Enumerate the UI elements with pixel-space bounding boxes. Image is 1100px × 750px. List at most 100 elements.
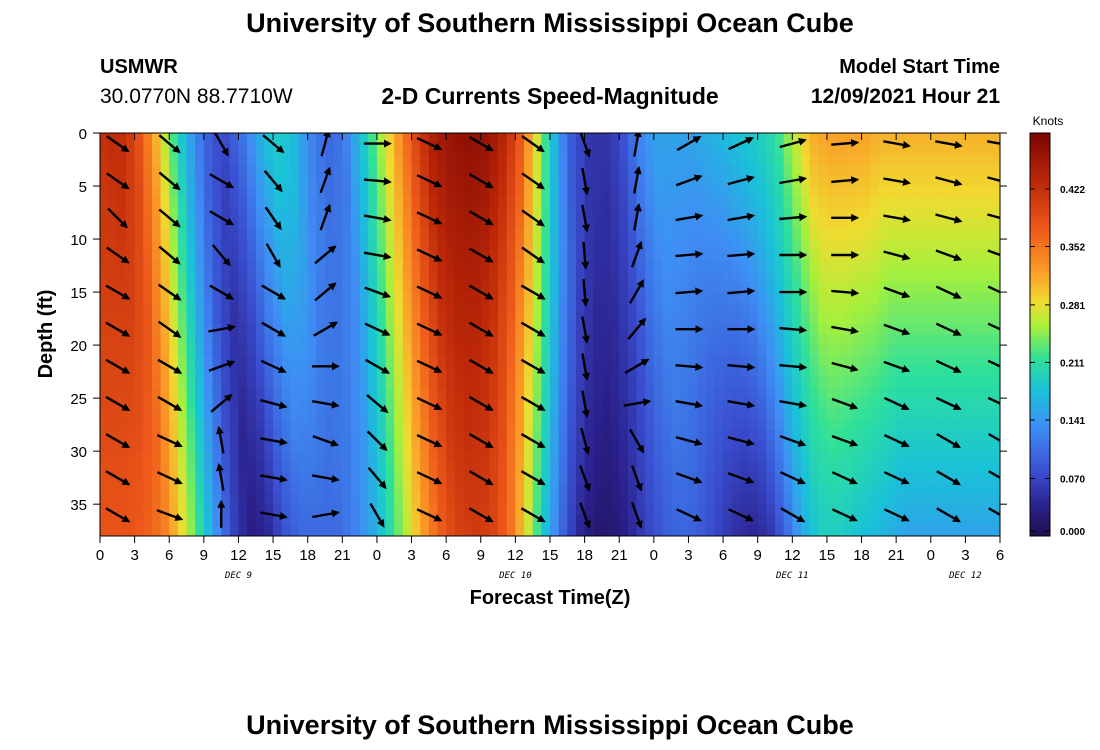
- heat-cell: [705, 260, 716, 272]
- heat-cell: [454, 440, 465, 452]
- heat-cell: [757, 249, 767, 261]
- heat-cell: [575, 451, 586, 463]
- heat-cell: [160, 472, 170, 484]
- heat-cell: [446, 440, 456, 452]
- heat-cell: [273, 196, 283, 208]
- heat-cell: [558, 133, 568, 145]
- heat-cell: [402, 525, 413, 536]
- y-tick-label: 15: [70, 285, 87, 302]
- heat-cell: [757, 366, 767, 378]
- heat-cell: [593, 355, 603, 367]
- current-vector: [630, 240, 643, 268]
- heat-cell: [255, 419, 266, 431]
- heat-cell: [974, 408, 984, 420]
- heat-cell: [601, 387, 612, 399]
- heat-cell: [766, 472, 776, 484]
- heat-cell: [627, 334, 638, 346]
- heat-cell: [489, 186, 499, 198]
- heat-cell: [524, 133, 534, 145]
- heat-cell: [939, 461, 949, 473]
- current-vector: [520, 433, 546, 449]
- heat-cell: [125, 196, 136, 208]
- heat-cell: [653, 504, 664, 516]
- heat-cell: [965, 239, 975, 251]
- heat-cell: [307, 525, 317, 536]
- heat-cell: [247, 493, 257, 505]
- heat-cell: [619, 249, 629, 261]
- heat-cell: [974, 355, 984, 367]
- heat-cell: [359, 525, 369, 536]
- heat-cell: [524, 482, 534, 495]
- heat-cell: [316, 302, 326, 314]
- heat-cell: [186, 345, 196, 357]
- heat-cell: [939, 408, 949, 420]
- heat-cell: [723, 366, 733, 378]
- heat-cell: [541, 154, 551, 166]
- heat-cell: [385, 504, 395, 516]
- heat-cell: [731, 196, 741, 208]
- heat-cell: [143, 281, 153, 293]
- heat-cell: [922, 260, 932, 272]
- heat-cell: [982, 313, 992, 325]
- heat-cell: [645, 239, 655, 251]
- heat-cell: [299, 313, 309, 325]
- heat-cell: [714, 504, 724, 516]
- heat-cell: [454, 323, 465, 336]
- heat-cell: [749, 419, 759, 431]
- heat-cell: [852, 164, 863, 177]
- heat-cell: [826, 239, 837, 251]
- heat-cell: [826, 366, 837, 378]
- heat-cell: [238, 366, 248, 378]
- heat-cell: [861, 175, 871, 187]
- heat-cell: [550, 143, 560, 155]
- heat-cell: [100, 239, 110, 251]
- heat-cell: [567, 292, 577, 304]
- heat-cell: [688, 186, 698, 198]
- heat-cell: [878, 366, 889, 378]
- heat-cell: [627, 217, 638, 230]
- chart-subtitle: 2-D Currents Speed-Magnitude: [381, 83, 719, 109]
- heat-cell: [766, 292, 776, 304]
- heat-cell: [982, 525, 992, 536]
- heat-cell: [169, 313, 179, 325]
- heat-cell: [532, 196, 542, 208]
- heat-cell: [151, 164, 162, 177]
- heat-cell: [489, 260, 499, 272]
- heat-cell: [333, 164, 343, 177]
- heat-cell: [956, 493, 966, 505]
- heat-cell: [221, 133, 231, 145]
- x-tick-label: 3: [130, 547, 138, 564]
- heat-cell: [697, 376, 707, 389]
- heat-cell: [273, 313, 283, 325]
- heat-cell: [775, 514, 785, 526]
- heat-cell: [532, 260, 542, 272]
- heat-cell: [878, 504, 889, 516]
- heat-cell: [558, 239, 568, 251]
- heat-cell: [428, 239, 439, 251]
- heat-cell: [619, 164, 629, 177]
- heat-cell: [887, 228, 897, 240]
- heat-cell: [229, 451, 240, 463]
- heat-cell: [454, 345, 465, 357]
- heat-cell: [446, 154, 456, 166]
- heat-cell: [809, 164, 819, 177]
- heat-cell: [515, 461, 525, 473]
- heat-cell: [610, 419, 620, 431]
- heat-cell: [376, 313, 387, 325]
- heat-cell: [169, 154, 179, 166]
- heat-cell: [299, 143, 309, 155]
- heat-cell: [645, 270, 655, 283]
- heat-cell: [212, 366, 222, 378]
- heat-cell: [342, 186, 352, 198]
- heat-cell: [835, 514, 845, 526]
- heat-cell: [273, 154, 283, 166]
- heat-cell: [982, 408, 992, 420]
- heat-cell: [195, 366, 205, 378]
- heat-cell: [100, 504, 110, 516]
- heat-cell: [402, 154, 413, 166]
- heat-cell: [982, 376, 992, 389]
- heat-cell: [852, 133, 863, 145]
- heat-cell: [307, 482, 317, 495]
- heat-cell: [480, 239, 491, 251]
- heat-cell: [342, 514, 352, 526]
